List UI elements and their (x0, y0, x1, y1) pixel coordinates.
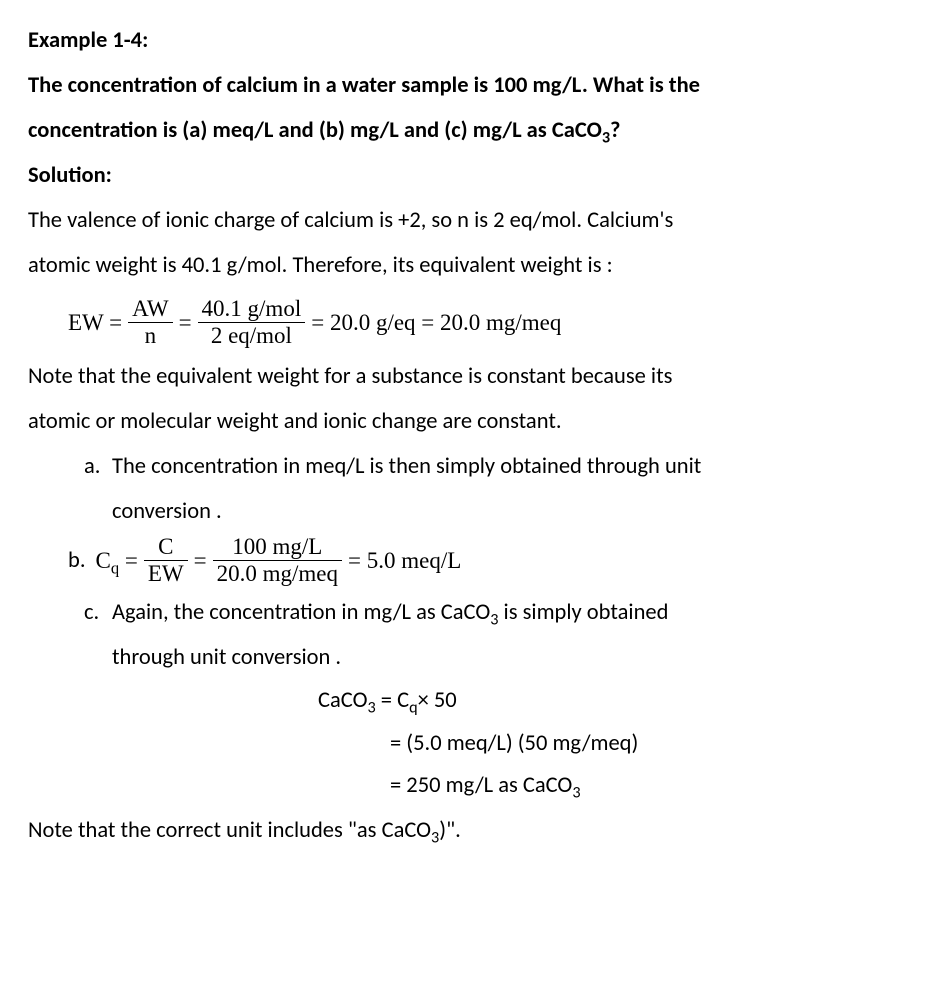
cq-frac2-den: 20.0 mg/meq (213, 560, 342, 587)
solution-line-2: atomic weight is 40.1 g/mol. Therefore, … (28, 243, 922, 288)
ew-equation: EW = AW n = 40.1 g/mol 2 eq/mol = 20.0 g… (68, 296, 922, 350)
cq-sub-q: q (111, 558, 119, 577)
prompt-text-2: concentration is (a) meq/L and (b) mg/L … (28, 117, 602, 144)
prompt-qmark: ? (610, 117, 620, 144)
calc-l1c: × 50 (418, 687, 457, 714)
final-note-a: Note that the correct unit includes "as … (28, 817, 431, 844)
item-c-row-1: c.Again, the concentration in mg/L as Ca… (84, 590, 922, 635)
item-a-label: a. (84, 444, 112, 489)
cq-lhs: Cq = (96, 538, 138, 584)
ew-eq1: = (179, 300, 192, 346)
ew-rhs: = 20.0 g/eq = 20.0 mg/meq (311, 300, 561, 346)
cq-c: C (96, 548, 111, 573)
ew-lhs: EW = (68, 300, 122, 346)
calc-l3-sub3: 3 (572, 784, 580, 803)
final-note: Note that the correct unit includes "as … (28, 808, 922, 853)
calc-l1-sub3: 3 (367, 698, 375, 717)
final-note-b: )". (439, 817, 461, 844)
caco3-calc-block: CaCO3 = Cq× 50 = (5.0 meq/L) (50 mg/meq)… (318, 680, 922, 808)
item-a-text-1: The concentration in meq/L is then simpl… (112, 453, 701, 480)
calc-l3a: = 250 mg/L as CaCO (390, 772, 572, 799)
calc-l1a: CaCO (318, 687, 367, 714)
cq-frac-1: C EW (144, 534, 188, 588)
note-line-2: atomic or molecular weight and ionic cha… (28, 399, 922, 444)
cq-eq1: = (194, 538, 207, 584)
cq-equation-row: b. Cq = C EW = 100 mg/L 20.0 mg/meq = 5.… (68, 534, 922, 588)
item-c-row-2: through unit conversion . (112, 635, 922, 680)
calc-line-2: = (5.0 meq/L) (50 mg/meq) (390, 723, 922, 766)
sub-3: 3 (602, 129, 610, 148)
ew-frac2-den: 2 eq/mol (198, 322, 306, 349)
solution-line-1: The valence of ionic charge of calcium i… (28, 198, 922, 243)
prompt-line-1: The concentration of calcium in a water … (28, 63, 922, 108)
item-b-label: b. (68, 538, 86, 583)
item-c-text-1a: Again, the concentration in mg/L as CaCO (112, 599, 490, 626)
ew-frac-2: 40.1 g/mol 2 eq/mol (198, 296, 306, 350)
prompt-line-2: concentration is (a) meq/L and (b) mg/L … (28, 108, 922, 153)
cq-eqs: = (119, 548, 138, 573)
solution-label: Solution: (28, 153, 922, 198)
note-line-1: Note that the equivalent weight for a su… (28, 354, 922, 399)
cq-frac2-num: 100 mg/L (213, 534, 342, 560)
item-c-text-1b: is simply obtained (498, 599, 668, 626)
calc-l1-subq: q (409, 698, 418, 717)
item-a-row-1: a.The concentration in meq/L is then sim… (84, 444, 922, 489)
item-c-label: c. (84, 590, 112, 635)
calc-line-3: = 250 mg/L as CaCO3 (390, 765, 922, 808)
example-label: Example 1-4: (28, 18, 922, 63)
cq-frac1-num: C (144, 534, 188, 560)
ew-frac-1: AW n (128, 296, 172, 350)
ew-frac1-den: n (128, 322, 172, 349)
item-a-row-2: conversion . (112, 489, 922, 534)
cq-frac-2: 100 mg/L 20.0 mg/meq (213, 534, 342, 588)
ew-frac2-num: 40.1 g/mol (198, 296, 306, 322)
cq-frac1-den: EW (144, 560, 188, 587)
cq-rhs: = 5.0 meq/L (348, 538, 461, 584)
calc-line-1: CaCO3 = Cq× 50 (318, 680, 922, 723)
ew-frac1-num: AW (128, 296, 172, 322)
calc-l1b: = C (376, 687, 409, 714)
